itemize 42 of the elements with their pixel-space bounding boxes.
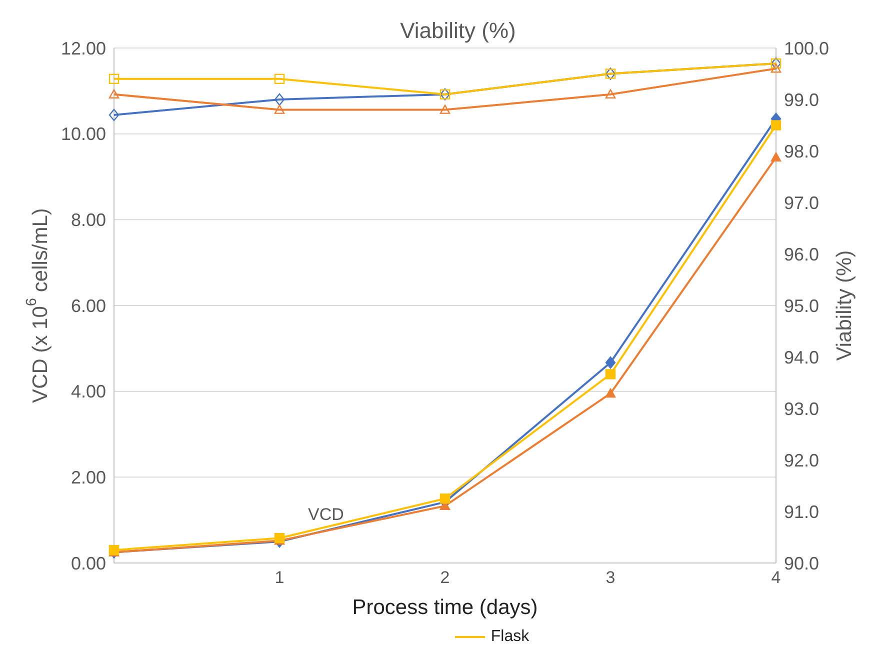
point	[108, 108, 120, 122]
y2-tick-label: 92.0	[784, 450, 820, 470]
y-tick-label: 2.00	[70, 468, 106, 488]
y2-tick-label: 91.0	[784, 502, 820, 522]
point	[274, 74, 285, 84]
y2-tick-label: 94.0	[784, 347, 820, 368]
x-tick-label: 1	[274, 568, 284, 588]
y2-tick-label: 97.0	[784, 192, 820, 213]
y-tick-label: 12.00	[60, 38, 106, 58]
annotation: VCD	[308, 505, 344, 524]
point	[108, 89, 120, 98]
point	[605, 388, 616, 398]
point	[770, 152, 782, 162]
y-tick-label: 4.00	[70, 382, 106, 402]
x-tick-label: 2	[440, 568, 450, 588]
x-axis-title: Process time (days)	[352, 596, 538, 619]
point	[274, 104, 285, 114]
point	[605, 369, 616, 380]
chart-title: Viability (%)	[400, 18, 516, 43]
y-tick-label: 8.00	[70, 210, 106, 230]
point	[274, 93, 285, 106]
y2-tick-label: 95.0	[784, 296, 820, 316]
x-tick-label: 3	[606, 568, 616, 588]
y2-tick-label: 98.0	[784, 141, 820, 162]
point	[605, 89, 616, 98]
y2-tick-label: 90.0	[784, 553, 820, 574]
legend-label: Flask	[490, 628, 530, 646]
y2-axis-title: Viability (%)	[832, 250, 856, 361]
y2-tick-label: 99.0	[784, 90, 820, 110]
point	[440, 104, 450, 114]
point	[770, 63, 782, 73]
point	[605, 356, 616, 369]
y-tick-label: 6.00	[70, 296, 106, 316]
y-tick-label: 10.00	[60, 124, 106, 144]
point	[108, 74, 120, 84]
point	[440, 494, 450, 504]
y-tick-label: 0.00	[70, 553, 106, 574]
y2-tick-label: 96.0	[784, 244, 820, 264]
y2-tick-label: 93.0	[784, 398, 820, 419]
y2-tick-label: 100.0	[784, 38, 830, 58]
x-tick-label: 4	[771, 568, 781, 588]
point	[770, 120, 782, 130]
